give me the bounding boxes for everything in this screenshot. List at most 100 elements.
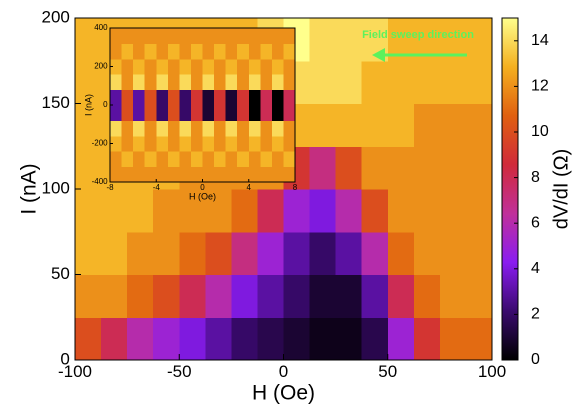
heatmap-cell xyxy=(179,317,206,361)
heatmap-cell xyxy=(214,120,227,137)
heatmap-cell xyxy=(225,151,238,168)
heatmap-cell xyxy=(214,89,227,106)
colorbar-tick-label: 12 xyxy=(531,78,549,95)
heatmap-cell xyxy=(237,74,250,91)
heatmap-cell xyxy=(167,58,180,75)
heatmap-cell xyxy=(133,89,146,106)
heatmap-cell xyxy=(283,317,311,361)
heatmap-cell xyxy=(361,103,389,147)
heatmap-cell xyxy=(202,58,215,75)
heatmap-cell xyxy=(202,43,215,60)
y-axis-label: I (nA) xyxy=(18,163,41,214)
heatmap-cell xyxy=(179,120,192,137)
x-tick-label: 8 xyxy=(293,183,298,192)
heatmap-cell xyxy=(167,89,180,106)
heatmap-cell xyxy=(110,105,123,121)
heatmap-cell xyxy=(283,120,296,137)
colorbar-tick-label: 4 xyxy=(531,260,540,277)
heatmap-cell xyxy=(260,151,273,168)
heatmap-cell xyxy=(439,146,467,190)
heatmap-cell xyxy=(387,189,415,233)
heatmap-cell xyxy=(179,105,192,121)
heatmap-cell xyxy=(260,43,273,60)
y-tick-label: 100 xyxy=(42,178,70,197)
heatmap-cell xyxy=(133,43,146,60)
heatmap-cell xyxy=(335,146,363,190)
heatmap-cell xyxy=(133,151,146,168)
heatmap-cell xyxy=(361,317,389,361)
y-tick-label: -200 xyxy=(92,139,109,148)
heatmap-cell xyxy=(202,105,215,121)
heatmap-cell xyxy=(156,105,169,121)
heatmap-cell xyxy=(361,146,389,190)
heatmap-cell xyxy=(465,103,493,147)
heatmap-cell xyxy=(101,317,128,361)
heatmap-cell xyxy=(225,166,238,183)
heatmap-cell xyxy=(237,166,250,183)
heatmap-cell xyxy=(144,58,157,75)
colorbar-label: dV/dI (Ω) xyxy=(550,149,572,230)
heatmap-cell xyxy=(190,28,203,44)
heatmap-cell xyxy=(309,60,337,104)
heatmap-cell xyxy=(439,189,467,233)
heatmap-cell xyxy=(144,120,157,137)
heatmap-cell xyxy=(75,146,102,190)
heatmap-cell xyxy=(225,105,238,121)
heatmap-cell xyxy=(283,105,296,121)
heatmap-cell xyxy=(465,146,493,190)
heatmap-cell xyxy=(248,151,261,168)
heatmap-cell xyxy=(156,89,169,106)
heatmap-cell xyxy=(156,120,169,137)
heatmap-cell xyxy=(101,189,128,233)
heatmap-cell xyxy=(121,166,134,183)
heatmap-cell xyxy=(214,74,227,91)
heatmap-cell xyxy=(237,28,250,44)
heatmap-cell xyxy=(237,43,250,60)
colorbar-tick-label: 6 xyxy=(531,214,540,231)
heatmap-cell xyxy=(75,274,102,318)
heatmap-cell xyxy=(214,105,227,121)
heatmap-cell xyxy=(231,231,258,275)
heatmap-cell xyxy=(225,135,238,152)
heatmap-cell xyxy=(167,74,180,91)
heatmap-cell xyxy=(283,274,311,318)
heatmap-cell xyxy=(121,135,134,152)
heatmap-cell xyxy=(260,166,273,183)
heatmap-cell xyxy=(190,151,203,168)
x-tick-label: -100 xyxy=(58,362,92,381)
heatmap-cell xyxy=(248,28,261,44)
heatmap-cell xyxy=(110,151,123,168)
heatmap-cell xyxy=(271,58,284,75)
heatmap-cell xyxy=(75,317,102,361)
y-tick-label: 200 xyxy=(42,7,70,26)
heatmap-cell xyxy=(271,135,284,152)
heatmap-cell xyxy=(133,120,146,137)
heatmap-cell xyxy=(413,103,441,147)
heatmap-cell xyxy=(237,151,250,168)
heatmap-cell xyxy=(309,274,337,318)
heatmap-cell xyxy=(225,43,238,60)
heatmap-cell xyxy=(75,189,102,233)
heatmap-cell xyxy=(225,28,238,44)
y-tick-label: 150 xyxy=(42,93,70,112)
heatmap-cell xyxy=(214,28,227,44)
heatmap-cell xyxy=(237,120,250,137)
heatmap-cell xyxy=(387,231,415,275)
heatmap-cell xyxy=(75,103,102,147)
heatmap-cell xyxy=(133,58,146,75)
heatmap-cell xyxy=(260,74,273,91)
heatmap-cell xyxy=(179,135,192,152)
heatmap-cell xyxy=(387,274,415,318)
heatmap-cell xyxy=(156,74,169,91)
heatmap-cell xyxy=(439,60,467,104)
heatmap-cell xyxy=(283,89,296,106)
heatmap-cell xyxy=(127,189,154,233)
heatmap-cell xyxy=(179,274,206,318)
heatmap-cell xyxy=(439,317,467,361)
heatmap-cell xyxy=(110,74,123,91)
colorbar-tick-label: 10 xyxy=(531,123,549,140)
heatmap-cell xyxy=(121,105,134,121)
heatmap-cell xyxy=(167,120,180,137)
heatmap-cell xyxy=(167,28,180,44)
